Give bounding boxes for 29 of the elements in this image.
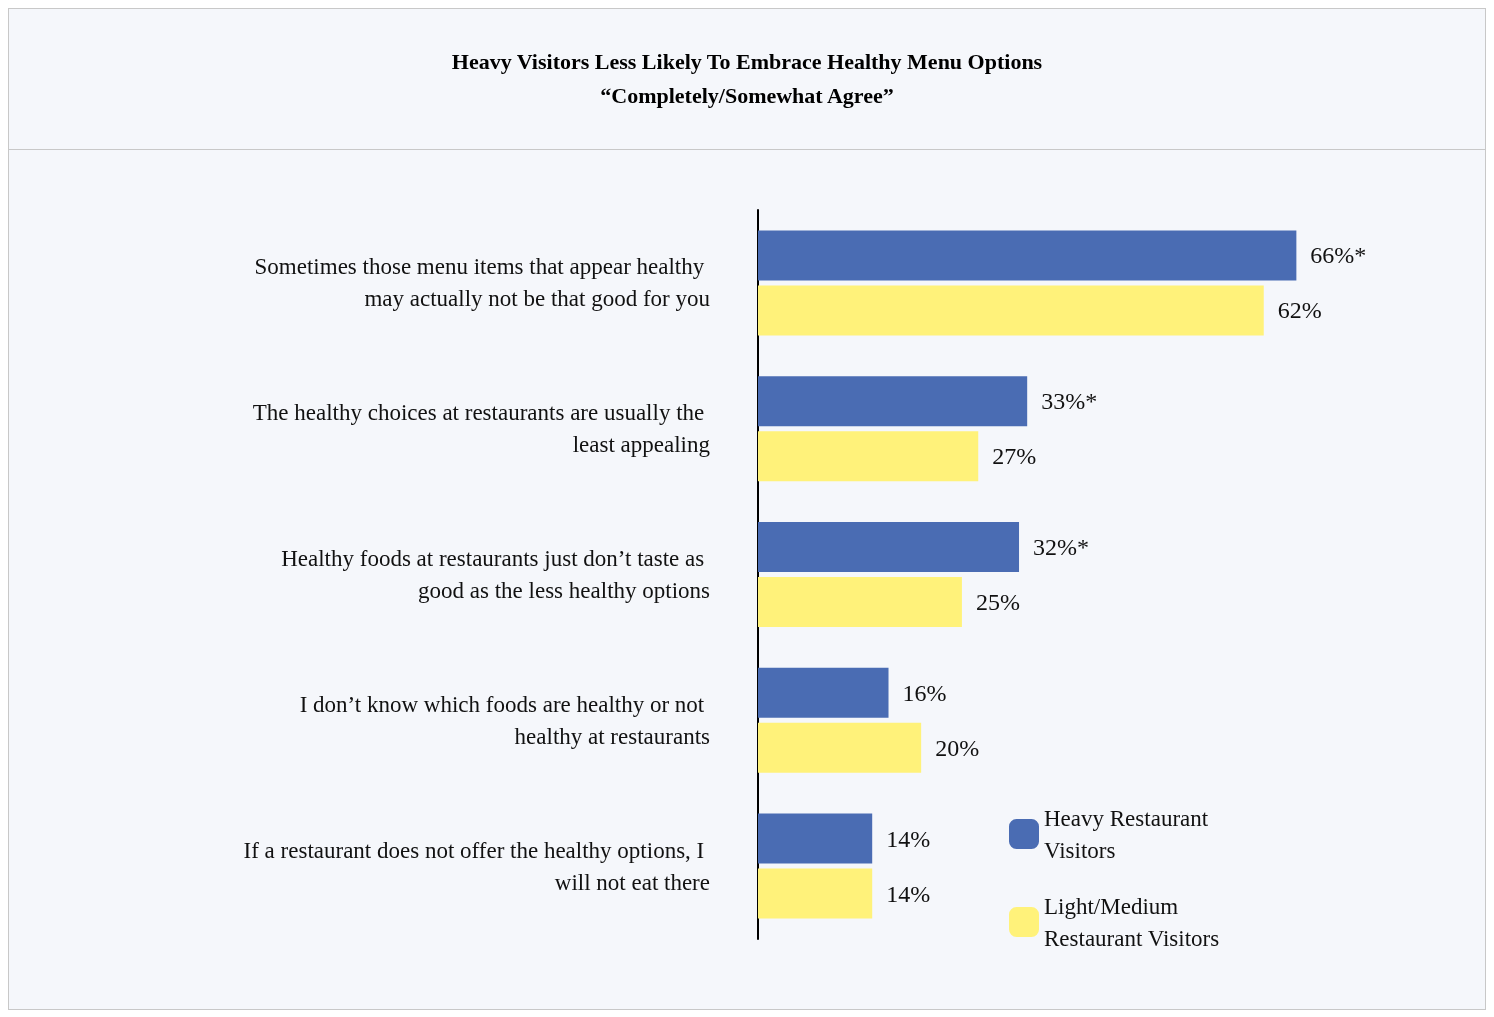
data-label: 62%: [1277, 297, 1322, 324]
data-label: 66%*: [1310, 242, 1367, 269]
bar: [758, 577, 962, 627]
data-label: 32%*: [1033, 534, 1090, 560]
legend-label: Heavy Restaurant Visitors: [1044, 805, 1214, 863]
y-tick-label: I don’t know which foods are healthy or not healthy at restaurants: [299, 691, 711, 749]
bar: [758, 813, 873, 864]
y-tick-label: If a restaurant does not offer the healthy options, I will not eat there: [243, 837, 710, 895]
data-label: 16%: [902, 679, 947, 706]
y-tick-label: The healthy choices at restaurants are usually the least appealing: [252, 400, 711, 458]
bar: [758, 667, 889, 718]
bar: [758, 522, 1020, 572]
chart-subtitle: “Completely/Somewhat Agree”: [600, 82, 894, 110]
bar: [758, 285, 1264, 336]
data-label: 20%: [935, 734, 980, 761]
chart-title: Heavy Visitors Less Likely To Embrace Healthy Menu Options: [451, 48, 1043, 76]
y-tick-label: Sometimes those menu items that appear healthy may actually not be that good for you: [254, 254, 711, 312]
data-label: 33%*: [1041, 388, 1098, 415]
bar: [758, 230, 1297, 281]
data-label: 27%: [992, 443, 1037, 470]
bar: [758, 376, 1028, 427]
bar: [758, 722, 922, 773]
data-label: 14%: [886, 880, 931, 907]
y-tick-label: Healthy foods at restaurants just don’t taste as good as the less healthy options: [281, 546, 711, 603]
bar: [758, 431, 979, 482]
data-label: 25%: [975, 589, 1020, 615]
bar: [758, 868, 873, 919]
data-label: 14%: [886, 825, 931, 852]
legend-label: Light/Medium Restaurant Visitors: [1044, 893, 1220, 951]
